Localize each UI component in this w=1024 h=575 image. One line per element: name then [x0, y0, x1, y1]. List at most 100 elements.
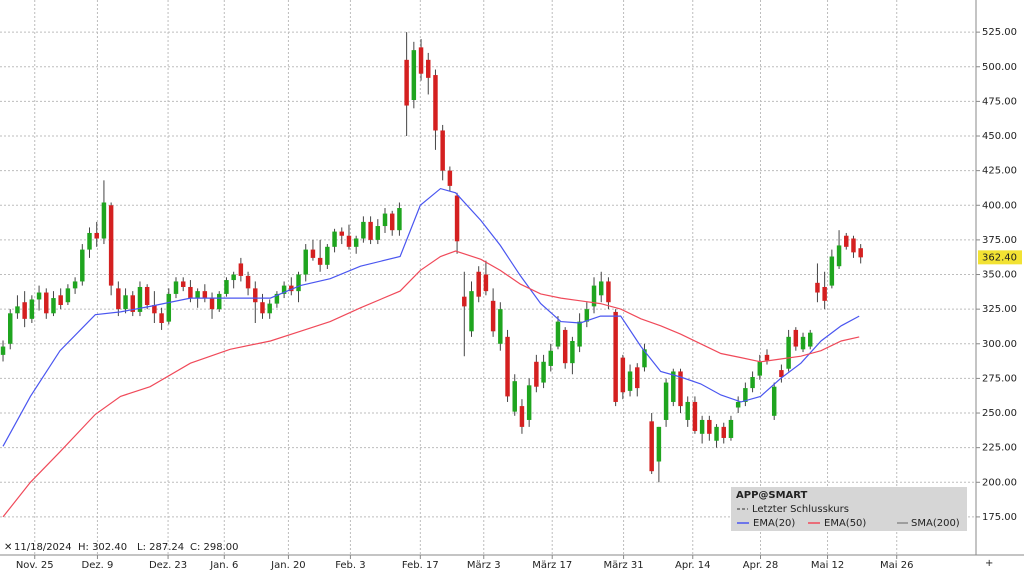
- candle-body: [598, 281, 604, 296]
- candle-body: [296, 274, 301, 292]
- candle-body: [36, 292, 42, 300]
- x-tick-label: Feb. 3: [335, 560, 365, 571]
- candle-body: [490, 300, 496, 332]
- candle-body: [289, 285, 294, 292]
- y-tick-label: 325.00: [982, 304, 1017, 315]
- candle-body: [577, 321, 582, 347]
- candle-body: [836, 245, 842, 267]
- candle-body: [152, 304, 157, 314]
- candle-body: [764, 354, 770, 361]
- info-high: H: 302.40: [78, 542, 127, 553]
- y-tick-label: 375.00: [982, 235, 1017, 246]
- candle-body: [339, 231, 344, 236]
- candle-body: [447, 170, 453, 186]
- candle-body: [325, 246, 330, 265]
- add-button[interactable]: +: [985, 558, 993, 569]
- x-tick-label: Apr. 28: [743, 560, 778, 571]
- x-tick-label: Dez. 23: [149, 560, 187, 571]
- candle-body: [404, 59, 409, 106]
- candle-body: [433, 75, 438, 131]
- candle-body: [72, 281, 78, 289]
- candle-body: [159, 313, 164, 323]
- candle-body: [0, 346, 6, 355]
- plot: [0, 32, 863, 518]
- candle-body: [584, 309, 590, 322]
- candle-body: [101, 202, 107, 239]
- candle-body: [786, 336, 791, 369]
- candle-body: [144, 286, 150, 305]
- candle-body: [231, 274, 236, 281]
- candle-body: [656, 426, 662, 462]
- candle-body: [562, 329, 568, 364]
- candle-body: [44, 292, 49, 314]
- y-tick-label: 200.00: [982, 477, 1017, 488]
- x-tick-label: März 3: [467, 560, 501, 571]
- candle-body: [116, 288, 121, 310]
- legend-label: Letzter Schlusskurs: [752, 504, 849, 515]
- candle-body: [505, 336, 510, 397]
- candle-body: [217, 293, 222, 310]
- candle-body: [512, 381, 517, 412]
- candle-body: [245, 275, 251, 289]
- x-tick-label: März 31: [604, 560, 644, 571]
- x-tick-label: Dez. 9: [82, 560, 114, 571]
- candle-body: [87, 232, 92, 250]
- candle-body: [65, 288, 71, 303]
- candle-body: [130, 295, 135, 312]
- candle-body: [793, 329, 799, 347]
- candle-body: [635, 367, 640, 389]
- candle-body: [180, 281, 186, 287]
- candle-body: [411, 50, 417, 101]
- candle-body: [678, 371, 683, 407]
- candle-body: [526, 385, 532, 420]
- candle-body: [707, 419, 712, 434]
- candle-body: [418, 47, 424, 74]
- x-tick-label: Nov. 25: [16, 560, 54, 571]
- y-tick-label: 475.00: [982, 96, 1017, 107]
- candle-body: [368, 221, 373, 240]
- candle-body: [303, 249, 308, 275]
- candle-body: [375, 226, 381, 240]
- candle-body: [534, 361, 539, 387]
- info-marker: ✕: [4, 542, 12, 553]
- y-tick-label: 525.00: [982, 27, 1017, 38]
- candle-body: [267, 303, 272, 314]
- y-tick-label: 225.00: [982, 443, 1017, 454]
- candle-body: [822, 286, 827, 301]
- legend-title: APP@SMART: [736, 490, 808, 501]
- candle-body: [699, 419, 705, 434]
- candle-body: [606, 281, 611, 303]
- candle-body: [454, 195, 460, 242]
- candle-body: [808, 332, 813, 347]
- y-tick-label: 250.00: [982, 408, 1017, 419]
- x-tick-label: Jan. 6: [209, 560, 238, 571]
- candle-body: [361, 221, 366, 239]
- candle-body: [123, 295, 128, 310]
- candle-body: [51, 298, 56, 314]
- info-low: L: 287.24: [137, 542, 184, 553]
- candle-body: [29, 299, 35, 319]
- candle-body: [728, 419, 734, 438]
- candle-body: [627, 371, 633, 391]
- candle-body: [555, 321, 561, 347]
- candle-body: [771, 386, 777, 416]
- candle-body: [260, 302, 265, 314]
- candle-body: [15, 306, 20, 314]
- x-tick-label: Apr. 14: [675, 560, 710, 571]
- candle-body: [382, 213, 388, 227]
- legend: APP@SMART Letzter Schlusskurs SMA(200): [731, 487, 967, 531]
- candle-body: [8, 313, 13, 344]
- candle-body: [519, 406, 525, 427]
- candle-body: [620, 357, 626, 393]
- candle-body: [570, 341, 575, 364]
- candle-body: [274, 293, 280, 304]
- candle-body: [735, 401, 741, 408]
- y-tick-label: 500.00: [982, 62, 1017, 73]
- candle-body: [58, 295, 63, 305]
- candle-body: [253, 288, 258, 303]
- candle-body: [94, 232, 99, 239]
- indicator-line: [2, 187, 860, 447]
- candle-body: [548, 350, 554, 366]
- info-date: 11/18/2024: [14, 542, 72, 553]
